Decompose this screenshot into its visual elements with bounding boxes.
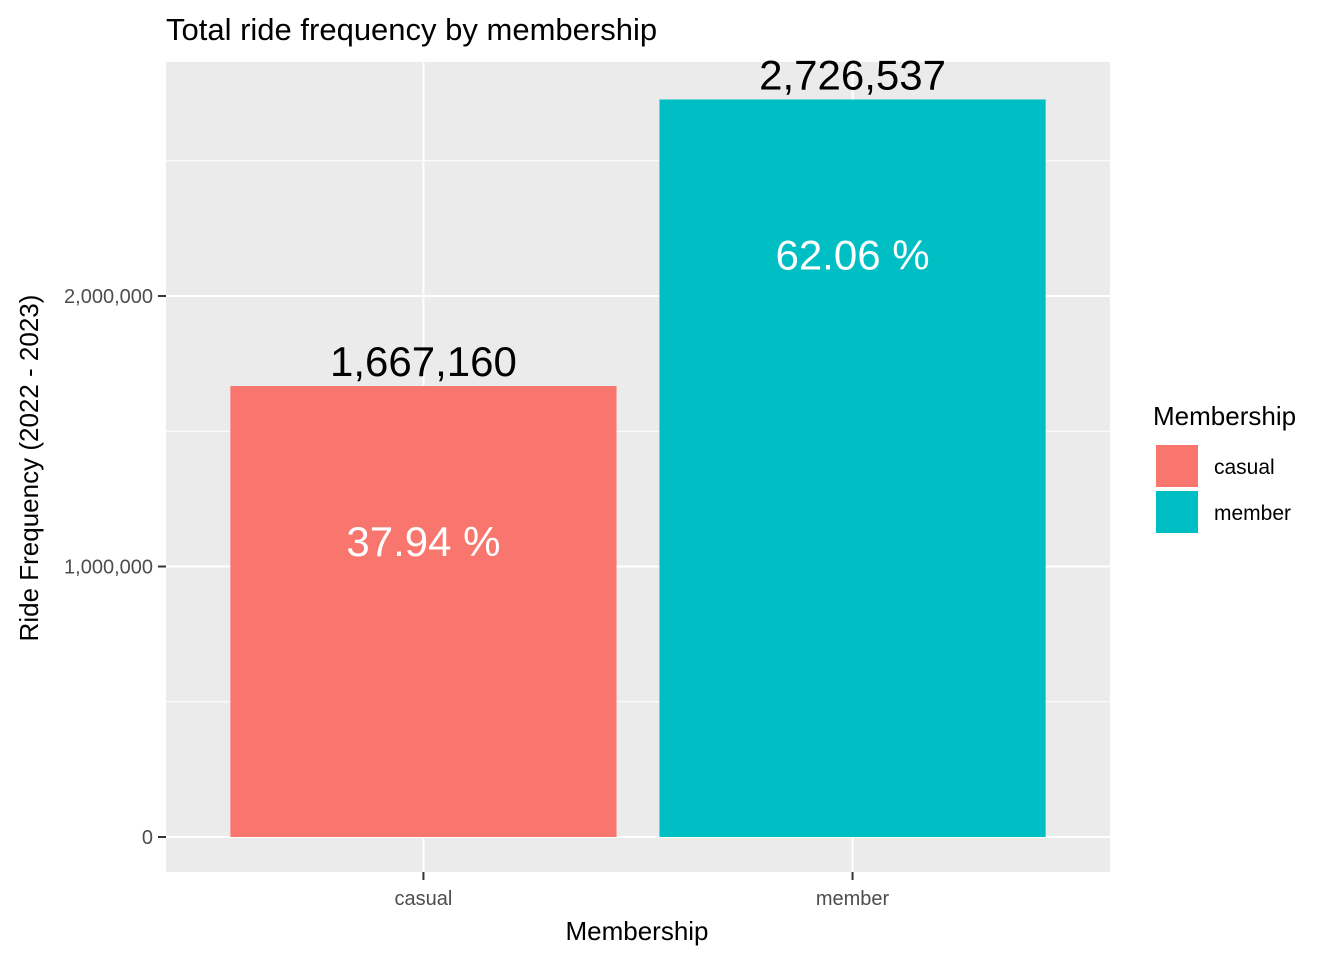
legend-swatch-member [1154, 489, 1200, 535]
chart-title: Total ride frequency by membership [166, 12, 657, 47]
legend-label: member [1214, 502, 1291, 525]
legend-entries: casual member [1154, 443, 1291, 535]
bars [230, 99, 1046, 837]
legend: Membership casual member [1153, 401, 1296, 535]
legend-title: Membership [1153, 401, 1296, 431]
x-axis: casual member [395, 872, 890, 910]
bar-labels: 1,667,160 37.94 % 2,726,537 62.06 % [330, 51, 946, 565]
bar-value-label: 2,726,537 [759, 51, 946, 98]
legend-swatch-casual [1154, 443, 1200, 489]
bar-casual [230, 386, 617, 837]
bar-percent-label: 37.94 % [346, 518, 500, 565]
y-tick-label: 1,000,000 [64, 557, 153, 579]
y-axis-title: Ride Frequency (2022 - 2023) [14, 295, 44, 642]
y-axis: 0 1,000,000 2,000,000 [64, 286, 166, 849]
bar-value-label: 1,667,160 [330, 338, 517, 385]
x-tick-label: casual [395, 888, 453, 910]
y-tick-label: 0 [142, 827, 153, 849]
bar-member [659, 99, 1046, 837]
legend-label: casual [1214, 456, 1275, 479]
bar-percent-label: 62.06 % [775, 231, 929, 278]
x-axis-title: Membership [565, 916, 708, 946]
y-tick-label: 2,000,000 [64, 286, 153, 308]
x-tick-label: member [816, 888, 890, 910]
